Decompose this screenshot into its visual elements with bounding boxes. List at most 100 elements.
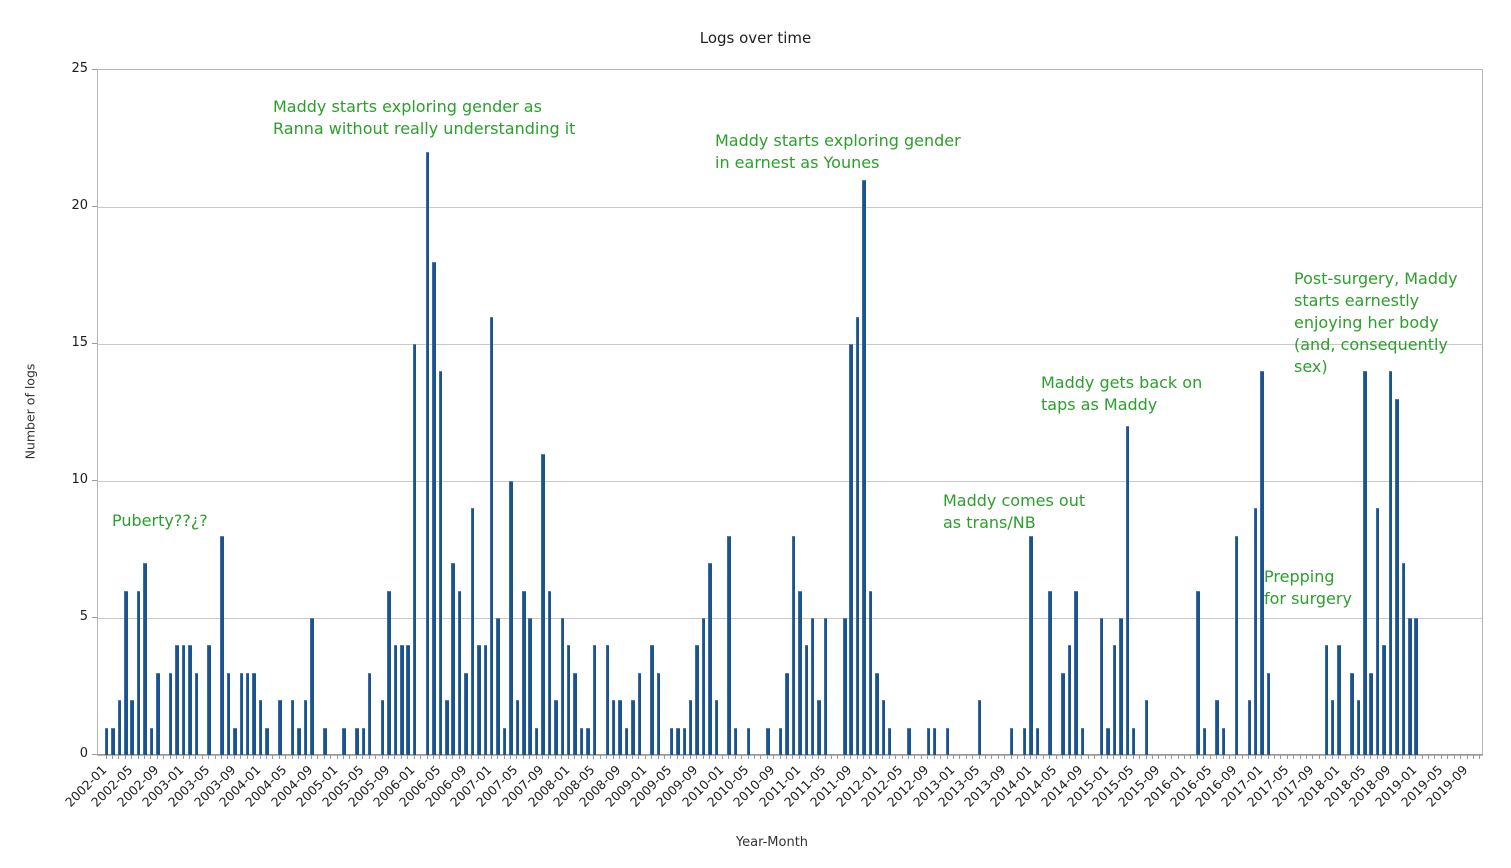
- x-tick-mark: [394, 755, 396, 759]
- x-tick-mark: [1472, 755, 1474, 759]
- x-tick-mark: [593, 755, 595, 759]
- x-axis-line: [98, 754, 1482, 755]
- x-tick-mark: [753, 755, 755, 759]
- bar: [522, 590, 526, 755]
- x-tick-mark: [587, 755, 588, 759]
- x-tick-mark: [1055, 755, 1057, 759]
- bar: [701, 618, 706, 755]
- x-tick-mark: [1306, 755, 1308, 759]
- bar: [425, 152, 430, 755]
- bar: [451, 563, 455, 755]
- x-tick-mark: [477, 755, 479, 759]
- x-tick-mark: [959, 755, 961, 759]
- bar: [1363, 371, 1367, 755]
- bar: [380, 700, 385, 755]
- bar: [566, 645, 571, 755]
- bar: [823, 618, 828, 755]
- x-tick-mark: [702, 755, 704, 759]
- x-tick-mark: [946, 755, 948, 759]
- x-axis-title: Year-Month: [735, 835, 809, 850]
- x-tick-mark: [509, 755, 511, 759]
- bar: [766, 727, 770, 755]
- x-tick-mark: [1331, 755, 1333, 759]
- x-tick-mark: [1029, 755, 1031, 759]
- x-tick-mark: [1107, 755, 1109, 759]
- bar: [1408, 618, 1412, 755]
- x-tick-mark: [965, 755, 967, 759]
- x-tick-mark: [362, 755, 364, 759]
- x-tick-mark: [933, 755, 935, 759]
- annotation-post-surgery: Post-surgery, Maddy starts earnestly enj…: [1294, 269, 1458, 376]
- x-tick-mark: [1203, 755, 1205, 759]
- x-tick-mark: [1209, 755, 1211, 759]
- x-tick-mark: [1010, 755, 1012, 759]
- x-tick-mark: [182, 755, 184, 759]
- bar: [464, 672, 468, 755]
- x-tick-mark: [1280, 755, 1282, 759]
- x-tick-mark: [715, 755, 717, 759]
- bar: [618, 700, 622, 755]
- bar: [412, 344, 417, 755]
- x-tick-mark: [131, 755, 133, 759]
- x-tick-mark: [221, 755, 223, 759]
- x-tick-mark: [169, 755, 171, 759]
- x-tick-mark: [1081, 755, 1083, 759]
- x-tick-mark: [201, 755, 203, 759]
- annotation-prepping: Prepping for surgery: [1264, 567, 1352, 608]
- bar: [798, 590, 802, 755]
- x-tick-mark: [471, 755, 473, 759]
- y-tick-label-20: 20: [71, 198, 88, 213]
- bar: [303, 700, 308, 755]
- x-tick-mark: [522, 755, 524, 759]
- x-tick-mark: [901, 755, 903, 759]
- x-tick-mark: [741, 755, 743, 759]
- x-tick-mark: [144, 755, 146, 759]
- x-tick-mark: [1261, 755, 1263, 759]
- x-tick-mark: [336, 755, 338, 759]
- bar: [669, 727, 674, 755]
- gridline-y-15: [98, 343, 1482, 345]
- plot-area: [97, 69, 1483, 756]
- bar: [1009, 727, 1014, 755]
- x-tick-mark: [1235, 755, 1237, 759]
- x-tick-mark: [1145, 755, 1147, 759]
- bar: [239, 672, 244, 755]
- x-tick-mark: [137, 755, 139, 759]
- chart-title: Logs over time: [699, 29, 812, 47]
- bar: [342, 727, 346, 755]
- x-tick-mark: [259, 755, 261, 759]
- bar: [1324, 645, 1329, 755]
- x-tick-mark: [1004, 755, 1006, 759]
- x-tick-mark: [124, 755, 126, 759]
- x-tick-mark: [818, 755, 820, 759]
- x-tick-mark: [400, 755, 402, 759]
- x-tick-mark: [683, 755, 685, 759]
- x-tick-mark: [1389, 755, 1391, 759]
- bar: [502, 727, 507, 755]
- x-tick-mark: [766, 755, 768, 759]
- bar: [194, 672, 199, 755]
- x-tick-mark: [323, 755, 325, 759]
- bar: [168, 672, 173, 755]
- bar: [560, 618, 565, 755]
- bar: [143, 563, 147, 755]
- x-tick-mark: [1132, 755, 1134, 759]
- x-tick-mark: [1376, 755, 1378, 759]
- bar: [226, 672, 231, 755]
- bar: [875, 672, 879, 755]
- x-tick-mark: [830, 755, 832, 759]
- bar: [489, 316, 494, 755]
- x-tick-mark: [882, 755, 884, 759]
- x-tick-mark: [574, 755, 576, 759]
- x-tick-mark: [1222, 755, 1224, 759]
- bar: [470, 508, 475, 755]
- x-tick-mark: [888, 755, 890, 759]
- bar: [656, 672, 661, 755]
- x-tick-mark: [105, 755, 107, 759]
- bar: [445, 700, 449, 755]
- x-tick-mark: [1254, 755, 1256, 759]
- x-tick-mark: [612, 755, 614, 759]
- x-tick-mark: [381, 755, 383, 759]
- y-tick-label-0: 0: [79, 746, 88, 761]
- bar: [477, 645, 481, 755]
